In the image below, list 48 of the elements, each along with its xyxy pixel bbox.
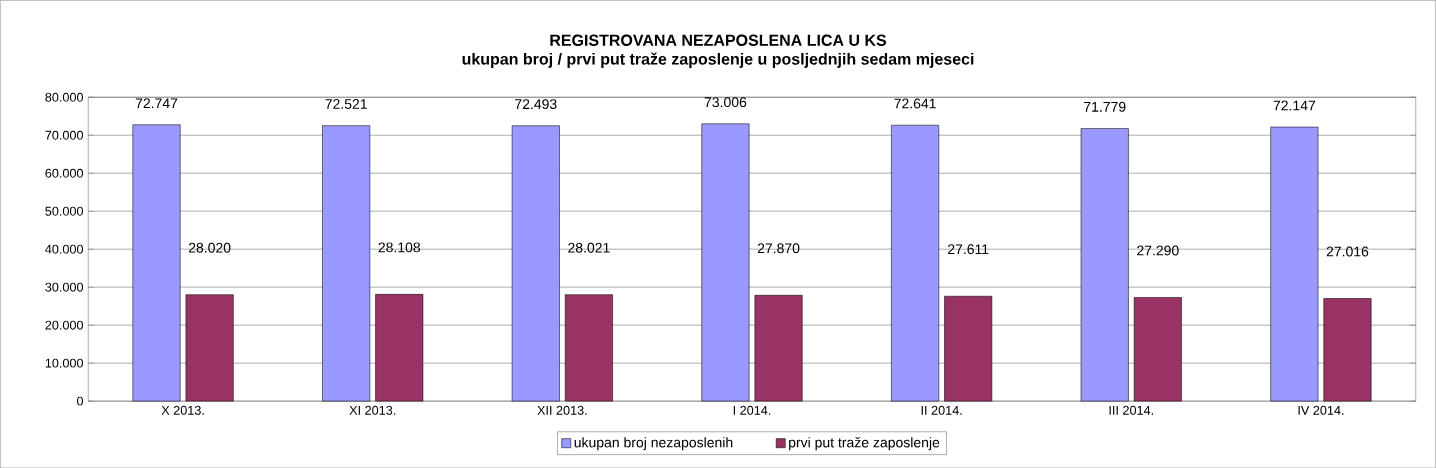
data-label: 27.870 [757,243,800,254]
y-tick-label: 70.000 [45,130,84,140]
bar [891,124,940,402]
bar [511,125,560,402]
data-label: 72.641 [894,98,936,109]
data-label: 71.779 [1084,101,1126,112]
data-label: 72.521 [325,98,367,109]
bar [375,293,424,402]
bar [701,123,750,402]
data-label: 72.493 [515,98,557,109]
legend-label: prvi put traže zaposlenje [789,436,940,451]
y-tick-label: 80.000 [45,92,84,102]
y-tick-label: 30.000 [45,282,84,292]
data-label: 28.108 [378,242,421,253]
y-tick-label: 60.000 [45,168,84,178]
bar [754,294,803,402]
bar [322,125,371,402]
bar [564,294,613,402]
data-label: 28.021 [568,242,610,253]
x-tick-label: I 2014. [733,405,771,415]
legend-label: ukupan broj nezaposlenih [574,436,733,450]
bar [1080,128,1129,402]
x-tick-label: XI 2013. [349,405,396,415]
y-tick-label: 50.000 [45,206,84,216]
bar [132,124,181,402]
x-tick-label: X 2013. [161,405,204,415]
data-label: 72.147 [1273,100,1316,111]
x-tick-label: II 2014. [921,405,962,415]
chart-subtitle: ukupan broj / prvi put traže zaposlenje u posljednjih sedam mjeseci [462,52,974,68]
data-label: 28.020 [188,242,231,253]
x-tick-label: III 2014. [1109,405,1153,415]
y-tick-label: 10.000 [45,358,84,368]
data-label: 73.006 [704,97,747,107]
bar [1133,297,1182,402]
chart-title: REGISTROVANA NEZAPOSLENA LICA U KS [550,34,887,46]
data-label: 27.016 [1326,246,1369,257]
bar [1270,126,1319,402]
y-tick-label: 20.000 [45,320,84,330]
x-tick-label: XII 2013. [537,405,587,415]
y-tick-label: 0 [76,396,84,406]
x-tick-label: IV 2014. [1298,405,1344,415]
bar [944,295,993,402]
y-tick-label: 40.000 [45,244,84,254]
data-label: 72.747 [135,98,178,108]
data-label: 27.290 [1137,245,1179,256]
bar [185,294,234,402]
bar [1323,298,1372,402]
data-label: 27.611 [948,244,989,255]
